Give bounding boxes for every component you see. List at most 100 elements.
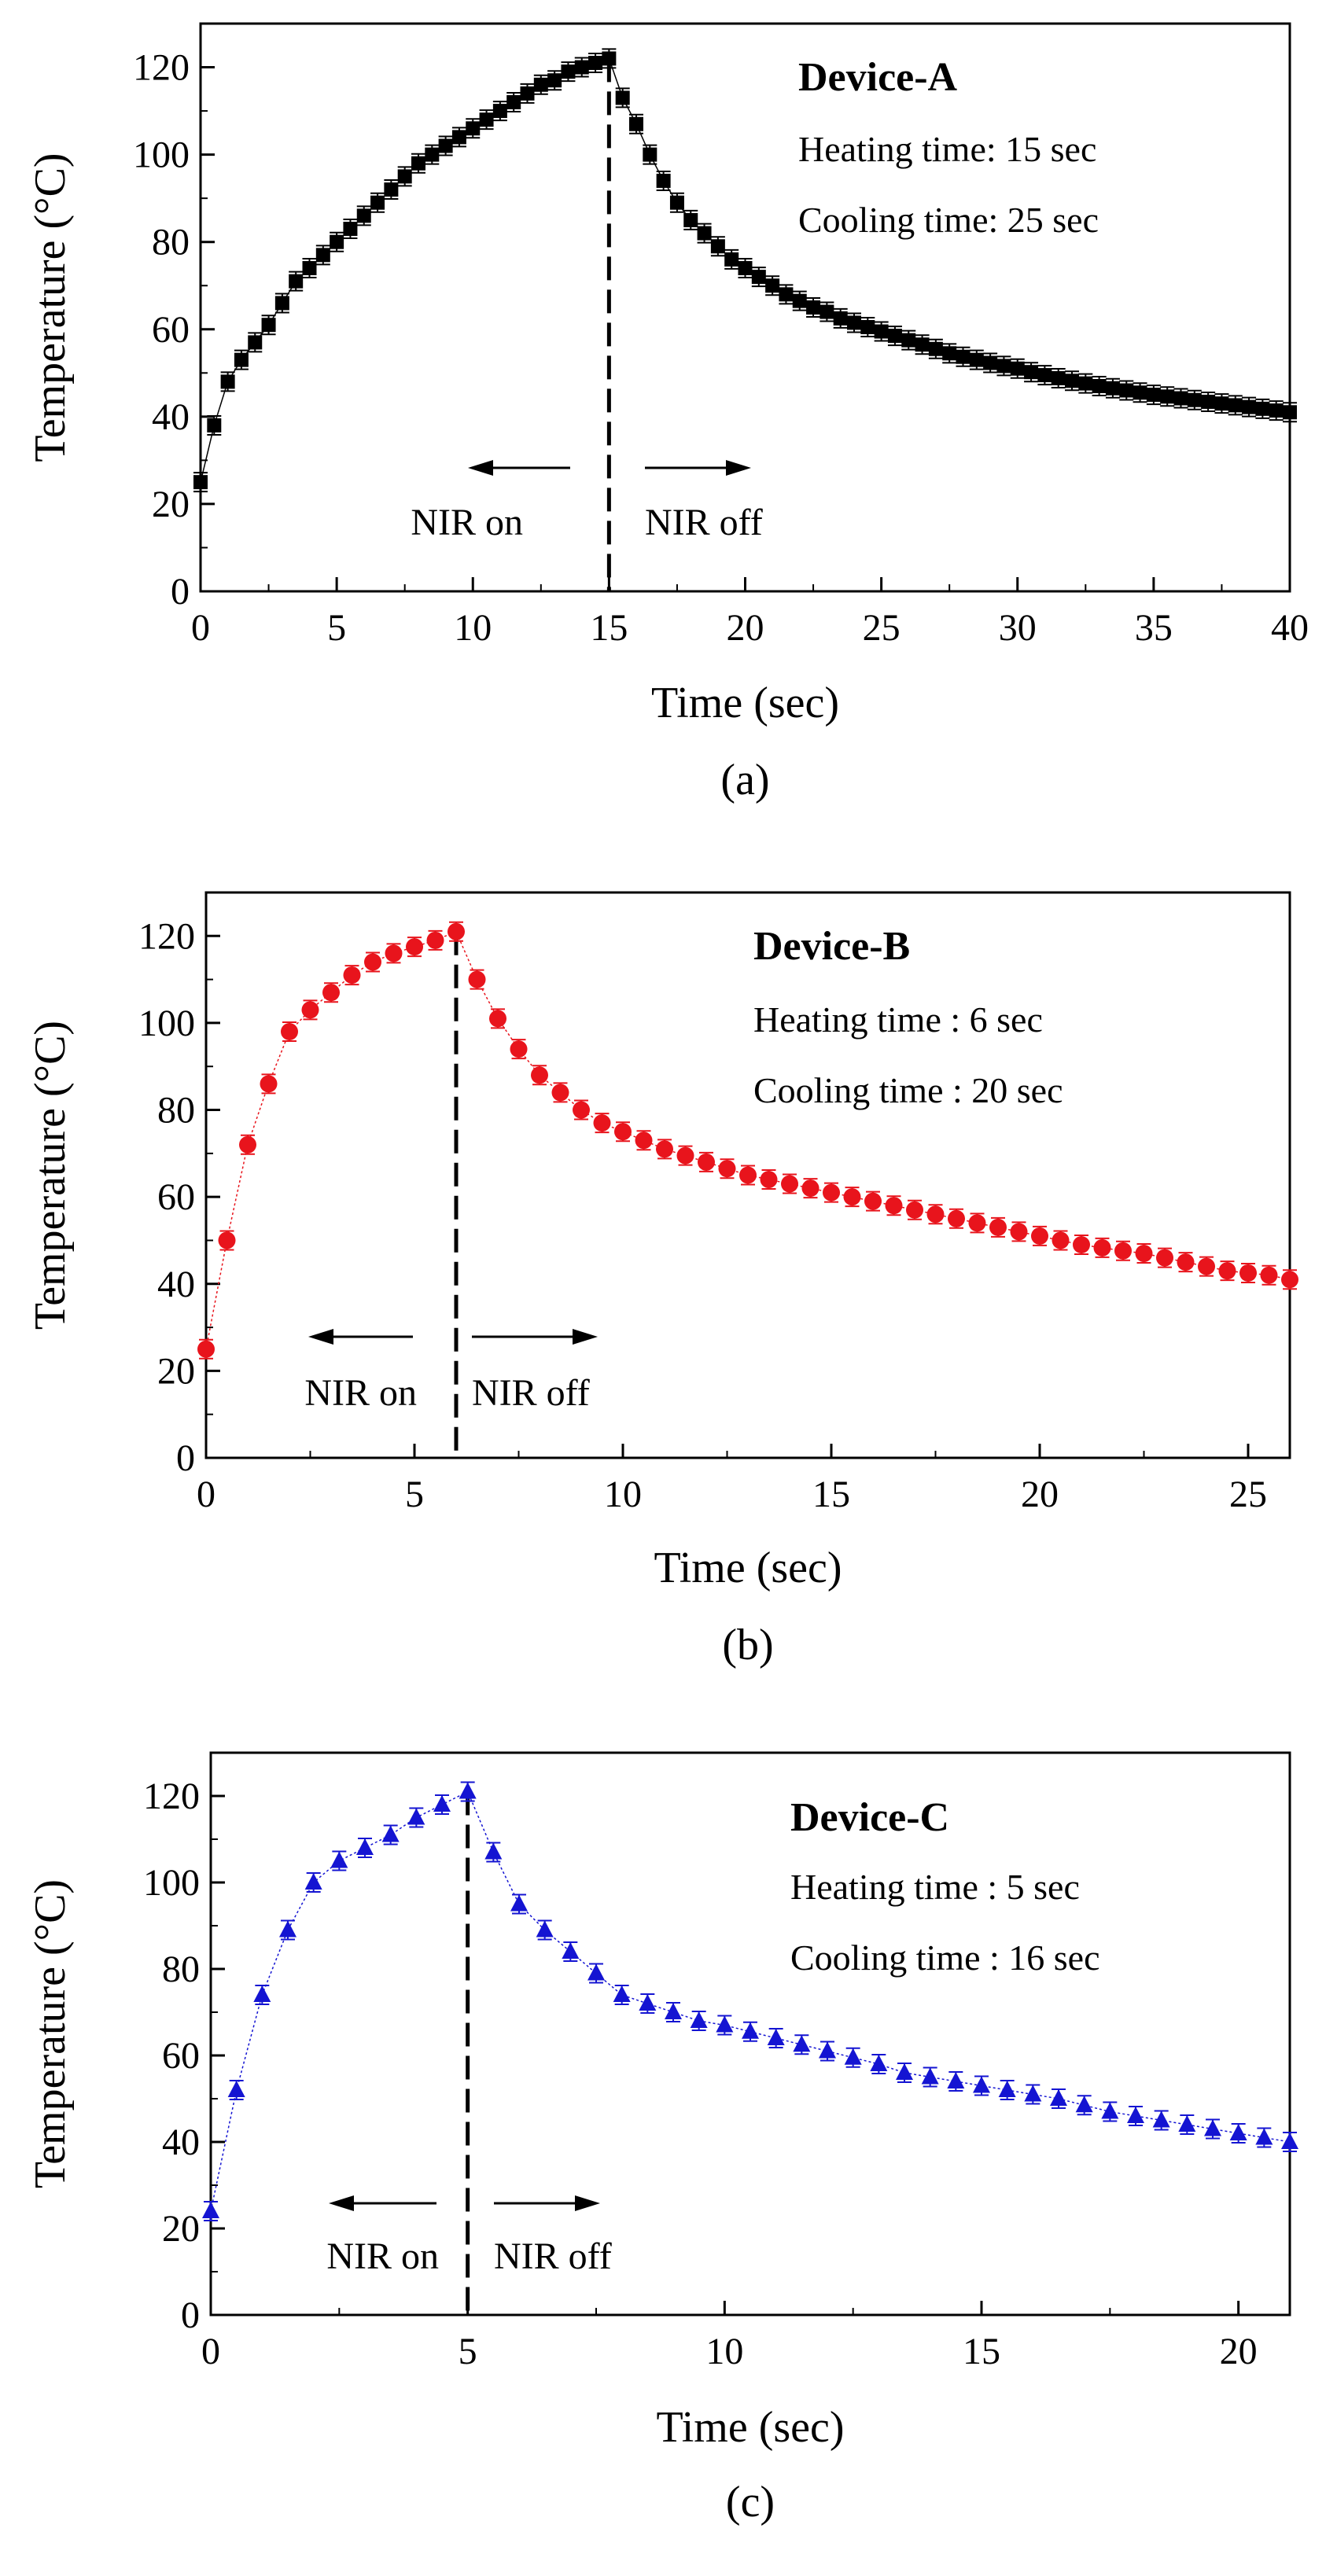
data-point (833, 311, 848, 326)
data-point (615, 90, 630, 105)
data-point (760, 1171, 778, 1189)
data-point (261, 318, 276, 333)
data-point (602, 51, 617, 66)
data-point (1242, 399, 1257, 414)
data-point (202, 2202, 219, 2218)
data-point (1201, 394, 1216, 409)
data-point (433, 1795, 451, 1812)
data-point (1156, 1249, 1173, 1267)
data-point (551, 1084, 569, 1102)
data-point (1146, 388, 1161, 403)
data-point (1092, 378, 1107, 393)
data-point (1073, 1235, 1090, 1253)
plot-frame (204, 891, 1291, 1459)
data-point (614, 1123, 632, 1141)
data-point (643, 147, 657, 162)
y-tick-label: 60 (152, 309, 190, 351)
nir-off-arrowhead (573, 1329, 598, 1345)
data-point (411, 156, 425, 171)
data-point (942, 346, 957, 361)
x-tick-label: 15 (590, 607, 628, 649)
nir-off-label: NIR off (472, 1372, 590, 1414)
device-name: Device-B (753, 924, 910, 969)
data-point (690, 2011, 708, 2028)
data-point (593, 1114, 611, 1132)
data-point (781, 1175, 798, 1193)
data-point (364, 953, 381, 971)
data-point (870, 2055, 888, 2071)
data-point (343, 222, 358, 237)
plot-frame (209, 1751, 1291, 2317)
x-tick-label: 5 (327, 607, 346, 649)
data-point (239, 1135, 256, 1154)
data-point (218, 1231, 236, 1249)
data-point (459, 1782, 477, 1799)
data-point (1037, 368, 1052, 383)
data-point (536, 1920, 554, 1938)
data-point (906, 1201, 923, 1219)
y-tick-label: 40 (162, 2122, 200, 2163)
cooling-time-text: Cooling time: 25 sec (798, 200, 1099, 240)
data-point (479, 112, 494, 127)
data-point (1101, 2102, 1119, 2119)
panel-label: (a) (720, 756, 769, 804)
y-axis-title: Temperature (°C) (26, 1021, 75, 1330)
data-point (629, 116, 643, 131)
data-point (1260, 1266, 1278, 1284)
data-point (983, 355, 998, 370)
data-point (823, 1183, 840, 1202)
data-point (1075, 2096, 1093, 2113)
data-point (739, 1166, 757, 1184)
data-point (844, 2048, 862, 2065)
data-point (253, 1985, 271, 2002)
data-point (425, 147, 440, 162)
data-point (1204, 2119, 1221, 2136)
y-tick-label: 100 (138, 1003, 195, 1044)
data-point (1160, 389, 1175, 404)
data-point (915, 337, 930, 352)
data-point (448, 922, 465, 940)
data-point (426, 931, 444, 949)
x-tick-label: 25 (1229, 1474, 1267, 1515)
data-point (901, 333, 916, 348)
data-point (281, 1022, 298, 1040)
data-point (1187, 392, 1202, 407)
data-point (1010, 1223, 1028, 1241)
data-point (1283, 405, 1297, 420)
x-tick-label: 20 (1021, 1474, 1059, 1515)
data-point (710, 239, 725, 254)
data-point (1024, 2085, 1042, 2102)
data-point (1229, 2124, 1247, 2140)
data-point (227, 2081, 245, 2097)
y-tick-label: 100 (143, 1862, 200, 1904)
data-point (520, 86, 535, 101)
data-point (407, 1808, 425, 1825)
data-point (793, 2035, 811, 2052)
data-point (656, 173, 671, 188)
data-point (384, 182, 399, 197)
panel-label: (b) (722, 1621, 773, 1669)
data-point (1052, 1231, 1070, 1249)
heating-time-text: Heating time: 15 sec (798, 129, 1096, 169)
data-point (989, 1218, 1007, 1236)
data-point (724, 252, 739, 267)
x-axis-title: Time (sec) (651, 679, 839, 727)
data-point (801, 1179, 820, 1198)
data-point (928, 341, 943, 356)
data-point (1078, 376, 1093, 391)
data-point (956, 349, 971, 364)
data-point (665, 2003, 682, 2019)
data-point (304, 1873, 322, 1890)
data-point (302, 261, 317, 276)
data-point (1281, 1271, 1298, 1289)
x-tick-label: 10 (454, 607, 492, 649)
data-point (656, 1140, 673, 1158)
data-point (921, 2067, 939, 2085)
data-point (1255, 2128, 1273, 2145)
data-point (948, 1209, 965, 1227)
data-point (996, 359, 1011, 374)
data-point (613, 1985, 631, 2002)
chart-1: 0 5 10 15 20 25 30 35 40 0 20 40 60 80 100 120 Time (sec… (26, 22, 1309, 804)
data-point (492, 104, 507, 119)
data-point (847, 315, 861, 330)
